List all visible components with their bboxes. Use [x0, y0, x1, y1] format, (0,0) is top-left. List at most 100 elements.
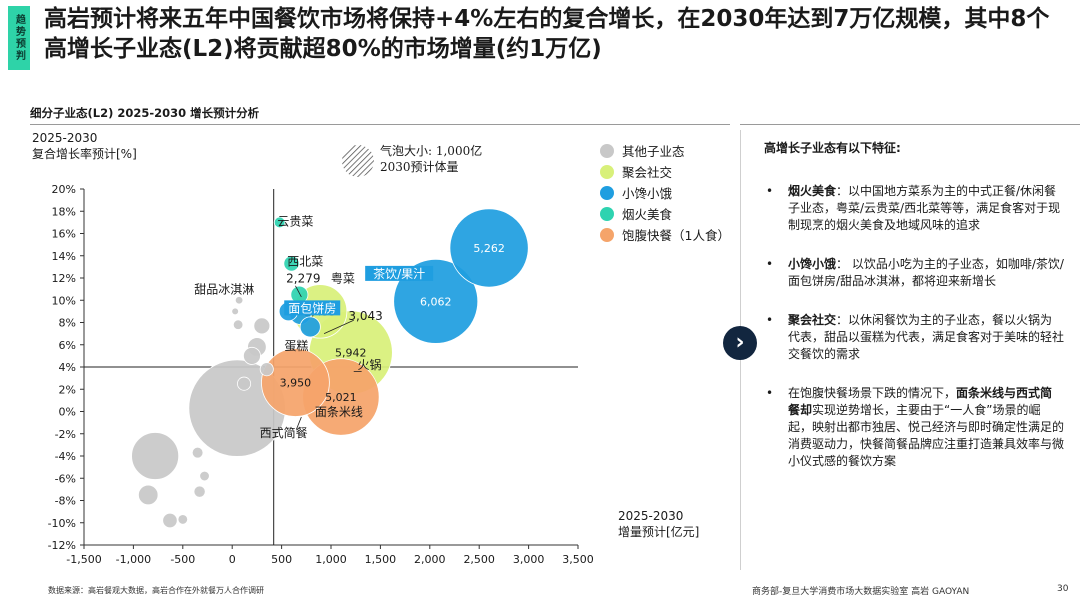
bubble-size-note-line: 气泡大小: 1,000亿 [380, 144, 483, 158]
bullet-bold: 面条米线与西式简餐却 [788, 386, 1053, 417]
chevron-right-icon: › [723, 326, 757, 360]
legend-item: 饱腹快餐（1人食） [600, 224, 730, 245]
page-number: 30 [1057, 584, 1069, 594]
legend-swatch [600, 206, 614, 221]
category-annotation: 甜品冰淇淋 [194, 282, 254, 296]
y-tick-label: 2% [59, 383, 76, 396]
y-tick-label: 18% [52, 205, 76, 218]
category-annotation: 蛋糕 [284, 339, 308, 353]
bubble-other [138, 484, 159, 506]
legend-swatch [600, 164, 614, 179]
bubble-other [193, 485, 206, 498]
x-tick-label: 1,500 [365, 553, 397, 566]
bubble-other [234, 296, 244, 305]
bubble-other [232, 319, 244, 330]
bubble-chart: -12% -10% -8% -6% -4% -2% 0% 2% 4% 6% 8% 10% 12% 14% 1… [48, 183, 594, 566]
legend-label: 饱腹快餐（1人食） [622, 228, 730, 243]
legend-item: 聚会社交 [600, 161, 730, 182]
y-tick-label: -4% [55, 450, 76, 463]
legend-item: 其他子业态 [600, 140, 730, 161]
y-tick-label: -8% [55, 495, 76, 508]
y-tick-label: -6% [55, 472, 76, 485]
bubble-value-label: 6,062 [420, 295, 452, 308]
y-tick-label: 20% [52, 183, 76, 196]
y-axis-label: 2025-2030 复合增长率预计[%] [32, 130, 137, 162]
x-tick-label: 0 [229, 553, 236, 566]
insight-panel: 高增长子业态有以下特征: 烟火美食：以中国地方菜系为主的中式正餐/休闲餐子业态，… [764, 140, 1064, 492]
y-tick-label: 6% [59, 339, 76, 352]
category-annotation: 粤菜 [331, 270, 355, 285]
x-axis-label: 2025-2030 增量预计[亿元] [618, 508, 699, 540]
y-tick-label: 4% [59, 361, 76, 374]
bubble-other [253, 317, 271, 335]
y-tick-label: 16% [52, 228, 76, 241]
bullet-text: ：以休闲餐饮为主的子业态，餐以火锅为代表，甜品以蛋糕为代表，满足食客对于美味的轻… [788, 313, 1065, 361]
data-source: 数据来源：高岩餐观大数据，高岩合作在外就餐万人合作调研 [48, 586, 264, 595]
bubble-other [131, 432, 180, 480]
category-annotation: 云贵菜 [277, 215, 313, 229]
chart-legend: 其他子业态 聚会社交 小馋小饿 烟火美食 饱腹快餐（1人食） [600, 140, 730, 245]
legend-swatch [600, 143, 614, 158]
bubble-fire [273, 216, 286, 229]
bubble-value-label: 5,021 [325, 391, 357, 404]
bullet-text: ：以中国地方菜系为主的中式正餐/休闲餐子业态，粤菜/云贵菜/西北菜等等，满足食客… [788, 184, 1061, 232]
x-tick-label: -1,000 [116, 553, 151, 566]
leader-line [295, 285, 302, 298]
x-tick-label: -1,500 [66, 553, 101, 566]
bubble-other [237, 376, 252, 391]
y-axis-label-line: 2025-2030 [32, 131, 98, 145]
category-annotation: 火锅 [358, 357, 382, 372]
insight-bullet: 聚会社交：以休闲餐饮为主的子业态，餐以火锅为代表，甜品以蛋糕为代表，满足食客对于… [764, 312, 1064, 363]
y-tick-label: -12% [48, 539, 76, 552]
bubble-fast [261, 348, 330, 417]
divider-line [30, 124, 730, 125]
bubble-other [162, 512, 178, 529]
x-tick-label: 1,000 [315, 553, 347, 566]
category-annotation: 茶饮/果汁 [373, 266, 425, 281]
x-tick-label: 3,500 [562, 553, 594, 566]
chart-axes: -12% -10% -8% -6% -4% -2% 0% 2% 4% 6% 8% 10% 12% 14% 1… [48, 183, 594, 566]
annotation-box [284, 300, 341, 316]
y-axis-label-line: 复合增长率预计[%] [32, 147, 137, 161]
section-tag: 趋势预判 [8, 6, 30, 70]
chart-bubbles [131, 208, 529, 529]
x-tick-label: 2,500 [463, 553, 495, 566]
legend-swatch [600, 227, 614, 242]
bubble-other [243, 346, 261, 365]
category-annotation: 西北菜 [287, 255, 323, 269]
bubble-other [259, 362, 274, 377]
bubble-other [177, 514, 189, 525]
chart-title: 细分子业态(L2) 2025-2030 增长预计分析 [30, 106, 260, 120]
x-axis-label-line: 2025-2030 [618, 509, 684, 523]
legend-label: 小馋小饿 [622, 186, 673, 201]
divider-line-right [740, 124, 1080, 125]
bubble-snack [299, 316, 321, 338]
insight-bullet: 在饱腹快餐场景下跌的情况下，面条米线与西式简餐却实现逆势增长，主要由于“一人食”… [764, 385, 1064, 470]
bullet-bold: 小馋小饿 [788, 257, 837, 271]
bubble-size-icon [342, 145, 374, 177]
leader-line [323, 319, 354, 334]
leader-line [296, 416, 302, 430]
y-tick-label: 10% [52, 294, 76, 307]
y-tick-label: 14% [52, 250, 76, 263]
bubble-other [231, 307, 239, 316]
legend-item: 烟火美食 [600, 203, 730, 224]
chart-annotations: 5,9422,4555,2626,0623,9505,021咖啡茶饮/果汁云贵菜… [194, 214, 505, 440]
bubble-snack [449, 208, 529, 288]
category-annotation: 面包饼房 [288, 300, 336, 315]
insight-heading: 高增长子业态有以下特征: [764, 141, 901, 155]
bullet-text: ： 以饮品小吃为主的子业态，如咖啡/茶饮/面包饼房/甜品冰淇淋，都将迎来新增长 [788, 257, 1064, 288]
x-tick-label: 3,000 [513, 553, 545, 566]
y-tick-label: -2% [55, 428, 76, 441]
y-tick-label: 8% [59, 317, 76, 330]
bubble-value-label: 3,950 [280, 377, 312, 390]
insight-bullet: 烟火美食：以中国地方菜系为主的中式正餐/休闲餐子业态，粤菜/云贵菜/西北菜等等，… [764, 183, 1064, 234]
x-axis-label-line: 增量预计[亿元] [618, 525, 700, 539]
category-annotation: 咖啡 [436, 214, 460, 229]
legend-label: 其他子业态 [622, 144, 685, 159]
x-tick-label: 2,000 [414, 553, 446, 566]
insight-bullet: 小馋小饿： 以饮品小吃为主的子业态，如咖啡/茶饮/面包饼房/甜品冰淇淋，都将迎来… [764, 256, 1064, 290]
category-annotation: 面条米线 [315, 405, 363, 419]
category-annotation: 西式简餐 [260, 425, 308, 440]
bubble-other [191, 446, 204, 459]
